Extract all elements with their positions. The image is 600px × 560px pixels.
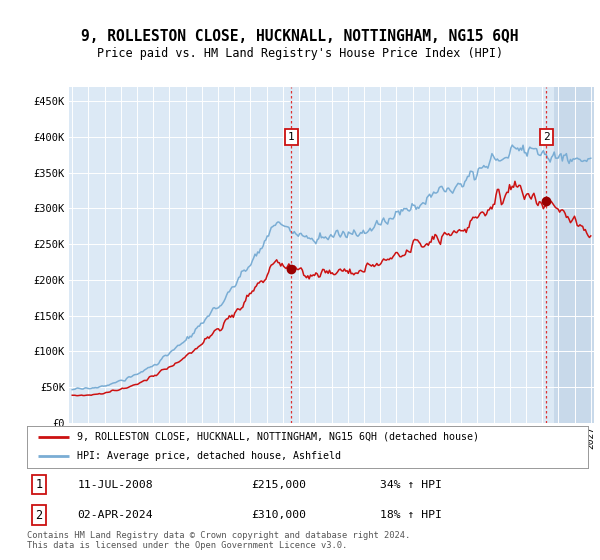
Text: Price paid vs. HM Land Registry's House Price Index (HPI): Price paid vs. HM Land Registry's House … (97, 46, 503, 60)
Text: 1: 1 (288, 132, 295, 142)
Bar (554, 87, 594, 423)
Text: HPI: Average price, detached house, Ashfield: HPI: Average price, detached house, Ashf… (77, 451, 341, 461)
Text: Contains HM Land Registry data © Crown copyright and database right 2024.
This d: Contains HM Land Registry data © Crown c… (27, 530, 410, 550)
Text: 2: 2 (543, 132, 550, 142)
Text: 1: 1 (35, 478, 43, 491)
Text: 9, ROLLESTON CLOSE, HUCKNALL, NOTTINGHAM, NG15 6QH: 9, ROLLESTON CLOSE, HUCKNALL, NOTTINGHAM… (81, 29, 519, 44)
Text: 9, ROLLESTON CLOSE, HUCKNALL, NOTTINGHAM, NG15 6QH (detached house): 9, ROLLESTON CLOSE, HUCKNALL, NOTTINGHAM… (77, 432, 479, 442)
Text: 18% ↑ HPI: 18% ↑ HPI (380, 510, 442, 520)
Text: 11-JUL-2008: 11-JUL-2008 (77, 479, 153, 489)
Text: 34% ↑ HPI: 34% ↑ HPI (380, 479, 442, 489)
Text: 02-APR-2024: 02-APR-2024 (77, 510, 153, 520)
Text: £310,000: £310,000 (251, 510, 307, 520)
Text: 2: 2 (35, 508, 43, 521)
Text: £215,000: £215,000 (251, 479, 307, 489)
